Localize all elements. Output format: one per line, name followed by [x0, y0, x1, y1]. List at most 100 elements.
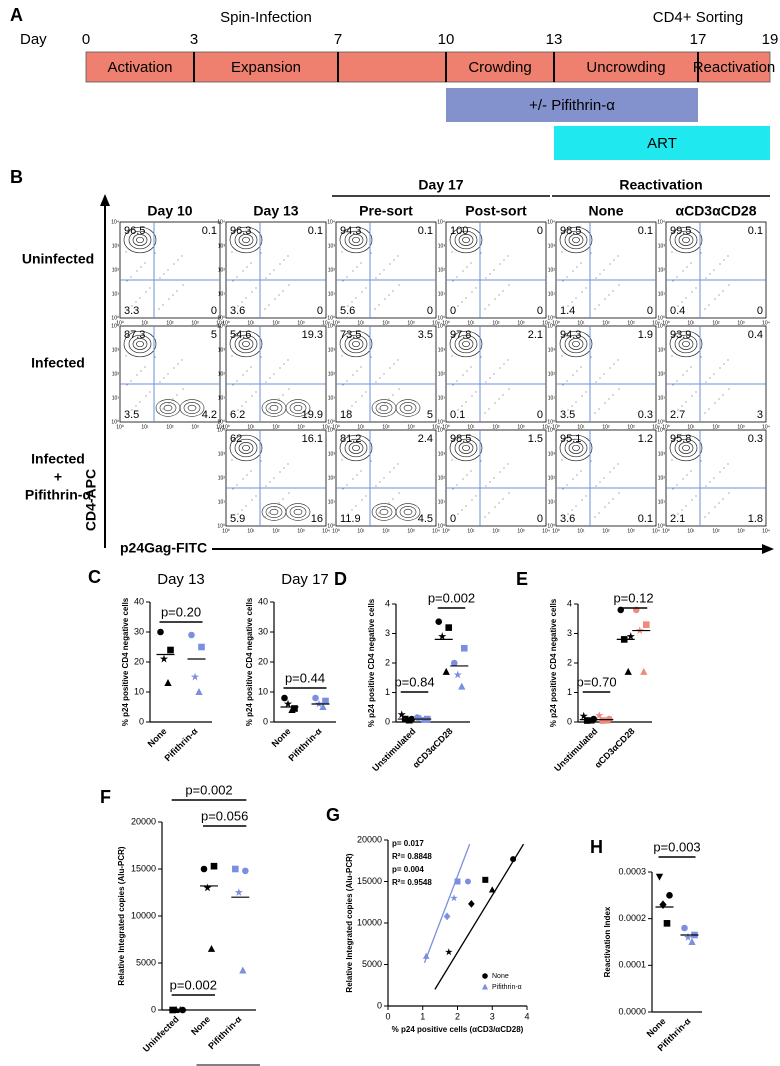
quadrant-value: 5.9	[230, 513, 245, 525]
event-dot	[485, 277, 487, 279]
event-dot	[361, 395, 363, 397]
event-dot	[388, 398, 390, 400]
decade-label: 10²	[382, 528, 390, 534]
data-point	[188, 631, 195, 639]
decade-label: 10⁴	[437, 219, 445, 225]
decade-label: 10⁰	[217, 315, 225, 321]
data-point	[488, 886, 496, 893]
event-dot	[718, 294, 720, 296]
event-dot	[231, 459, 233, 461]
event-dot	[392, 498, 394, 500]
event-dot	[676, 380, 678, 382]
event-dot	[566, 276, 568, 278]
event-dot	[232, 488, 234, 490]
event-dot	[393, 363, 395, 365]
event-dot	[603, 477, 605, 479]
decade-label: 10³	[438, 451, 446, 457]
decade-label: 10⁰	[222, 528, 230, 534]
contour	[348, 234, 364, 246]
event-dot	[159, 277, 161, 279]
y-tick-label: 0.0002	[618, 913, 646, 923]
decade-label: 10⁰	[111, 315, 119, 321]
decade-label: 10²	[218, 475, 226, 481]
event-dot	[488, 512, 490, 514]
data-point	[464, 878, 471, 885]
quadrant-value: 0.4	[748, 329, 763, 341]
quadrant-value: 97.8	[450, 329, 471, 341]
event-dot	[590, 460, 592, 462]
contour	[678, 442, 694, 454]
decade-label: 10¹	[548, 291, 556, 297]
event-dot	[250, 262, 252, 264]
decade-label: 10⁴	[322, 320, 330, 326]
event-dot	[356, 370, 358, 372]
event-dot	[251, 395, 253, 397]
event-dot	[562, 280, 564, 282]
category-label: None	[270, 726, 293, 749]
event-dot	[351, 509, 353, 511]
event-dot	[287, 463, 289, 465]
p-value: p=0.002	[170, 977, 217, 992]
fit-stat: p= 0.017	[392, 839, 424, 848]
contour	[352, 444, 360, 452]
decade-label: 10¹	[548, 395, 556, 401]
decade-label: 10²	[328, 267, 336, 273]
contour	[234, 230, 258, 250]
event-dot	[462, 270, 464, 272]
decade-label: 10⁴	[432, 320, 440, 326]
event-dot	[576, 370, 578, 372]
event-dot	[242, 478, 244, 480]
decade-label: 10⁴	[657, 219, 665, 225]
event-dot	[575, 297, 577, 299]
event-dot	[714, 506, 716, 508]
data-point	[445, 948, 453, 956]
event-dot	[604, 402, 606, 404]
y-axis-label: Relative Integrated copies (Alu-PCR)	[117, 846, 126, 985]
contour	[229, 226, 263, 254]
flow-plot: 54.6 19.36.2 19.910⁰10⁰10¹10¹10²10²10³10³1…	[217, 323, 330, 430]
quadrant-value: 0	[537, 409, 543, 421]
event-dot	[676, 484, 678, 486]
quadrant-value: 3.6	[230, 305, 245, 317]
event-dot	[456, 380, 458, 382]
contour	[669, 434, 703, 462]
decade-label: 10³	[297, 528, 305, 534]
event-dot	[608, 294, 610, 296]
p-value: p=0.44	[285, 670, 325, 685]
panel-letter: H	[590, 837, 603, 857]
event-dot	[598, 408, 600, 410]
event-dot	[471, 291, 473, 293]
contour	[238, 338, 254, 350]
event-dot	[618, 388, 620, 390]
event-dot	[705, 277, 707, 279]
contour	[568, 234, 584, 246]
decade-label: 10⁰	[327, 315, 335, 321]
category-label: Unstimulated	[370, 726, 417, 773]
decade-label: 10⁴	[652, 528, 660, 534]
decade-label: 10²	[602, 320, 610, 326]
decade-label: 10⁴	[216, 320, 224, 326]
x-tick-label: 4	[524, 1011, 529, 1021]
event-dot	[163, 273, 165, 275]
x-tick-label: 1	[420, 1011, 425, 1021]
event-dot	[136, 374, 138, 376]
quadrant-value: 19.9	[302, 409, 323, 421]
event-dot	[719, 367, 721, 369]
decade-label: 10²	[602, 424, 610, 430]
decade-label: 10⁰	[222, 320, 230, 326]
event-dot	[575, 505, 577, 507]
event-dot	[595, 485, 597, 487]
decade-label: 10³	[191, 320, 199, 326]
event-dot	[475, 495, 477, 497]
event-dot	[485, 381, 487, 383]
event-dot	[494, 402, 496, 404]
y-tick-label: 0	[139, 716, 144, 726]
quadrant-value: 2.7	[670, 409, 685, 421]
event-dot	[594, 516, 596, 518]
event-dot	[144, 366, 146, 368]
event-dot	[466, 370, 468, 372]
data-point	[468, 900, 475, 908]
panel-letter: C	[88, 567, 101, 587]
event-dot	[671, 251, 673, 253]
